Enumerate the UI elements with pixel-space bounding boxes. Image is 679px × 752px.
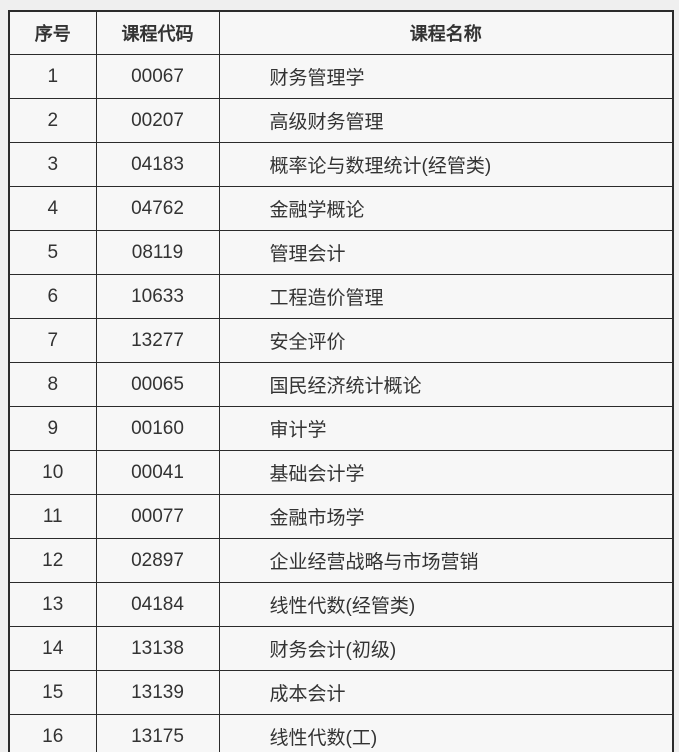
cell-course-code: 00077 <box>95 494 220 539</box>
cell-course-name: 基础会计学 <box>218 450 674 495</box>
cell-course-name: 成本会计 <box>218 670 674 715</box>
table-row: 11 00077 金融市场学 <box>8 494 674 539</box>
table-row: 1 00067 财务管理学 <box>8 54 674 99</box>
table-row: 7 13277 安全评价 <box>8 318 674 363</box>
table-body: 1 00067 财务管理学 2 00207 高级财务管理 3 04183 概率论… <box>8 54 674 752</box>
cell-course-code: 00065 <box>95 362 220 407</box>
cell-serial: 16 <box>8 714 97 752</box>
cell-course-name: 高级财务管理 <box>218 98 674 143</box>
cell-serial: 9 <box>8 406 97 451</box>
cell-course-name: 企业经营战略与市场营销 <box>218 538 674 583</box>
cell-course-code: 00160 <box>95 406 220 451</box>
cell-course-code: 04184 <box>95 582 220 627</box>
table-row: 10 00041 基础会计学 <box>8 450 674 495</box>
table-row: 14 13138 财务会计(初级) <box>8 626 674 671</box>
cell-course-code: 13277 <box>95 318 220 363</box>
column-header-course-name: 课程名称 <box>218 10 674 55</box>
cell-course-name: 财务会计(初级) <box>218 626 674 671</box>
cell-course-code: 08119 <box>95 230 220 275</box>
cell-serial: 10 <box>8 450 97 495</box>
cell-serial: 4 <box>8 186 97 231</box>
table-row: 4 04762 金融学概论 <box>8 186 674 231</box>
cell-course-code: 10633 <box>95 274 220 319</box>
table-row: 5 08119 管理会计 <box>8 230 674 275</box>
cell-serial: 6 <box>8 274 97 319</box>
table-row: 8 00065 国民经济统计概论 <box>8 362 674 407</box>
table-row: 12 02897 企业经营战略与市场营销 <box>8 538 674 583</box>
cell-course-name: 线性代数(经管类) <box>218 582 674 627</box>
cell-course-name: 安全评价 <box>218 318 674 363</box>
cell-serial: 11 <box>8 494 97 539</box>
cell-course-code: 13139 <box>95 670 220 715</box>
table-row: 6 10633 工程造价管理 <box>8 274 674 319</box>
cell-course-name: 线性代数(工) <box>218 714 674 752</box>
cell-course-name: 财务管理学 <box>218 54 674 99</box>
cell-course-code: 04183 <box>95 142 220 187</box>
cell-serial: 12 <box>8 538 97 583</box>
cell-serial: 1 <box>8 54 97 99</box>
table-header: 序号 课程代码 课程名称 <box>8 10 674 55</box>
table-row: 16 13175 线性代数(工) <box>8 714 674 752</box>
cell-course-name: 金融学概论 <box>218 186 674 231</box>
cell-serial: 2 <box>8 98 97 143</box>
cell-course-code: 13175 <box>95 714 220 752</box>
cell-course-code: 00041 <box>95 450 220 495</box>
table-row: 2 00207 高级财务管理 <box>8 98 674 143</box>
column-header-serial: 序号 <box>8 10 97 55</box>
cell-course-name: 概率论与数理统计(经管类) <box>218 142 674 187</box>
cell-course-name: 工程造价管理 <box>218 274 674 319</box>
table-row: 3 04183 概率论与数理统计(经管类) <box>8 142 674 187</box>
cell-serial: 5 <box>8 230 97 275</box>
cell-course-name: 金融市场学 <box>218 494 674 539</box>
cell-course-code: 04762 <box>95 186 220 231</box>
cell-course-code: 02897 <box>95 538 220 583</box>
cell-serial: 8 <box>8 362 97 407</box>
cell-course-code: 13138 <box>95 626 220 671</box>
cell-course-code: 00207 <box>95 98 220 143</box>
table-row: 13 04184 线性代数(经管类) <box>8 582 674 627</box>
cell-course-name: 管理会计 <box>218 230 674 275</box>
cell-serial: 14 <box>8 626 97 671</box>
column-header-course-code: 课程代码 <box>95 10 220 55</box>
cell-course-name: 审计学 <box>218 406 674 451</box>
cell-serial: 13 <box>8 582 97 627</box>
course-table: 序号 课程代码 课程名称 1 00067 财务管理学 2 00207 高级财务管… <box>8 10 674 752</box>
cell-serial: 3 <box>8 142 97 187</box>
header-row: 序号 课程代码 课程名称 <box>8 10 674 55</box>
table-row: 15 13139 成本会计 <box>8 670 674 715</box>
cell-serial: 7 <box>8 318 97 363</box>
table-row: 9 00160 审计学 <box>8 406 674 451</box>
cell-serial: 15 <box>8 670 97 715</box>
cell-course-name: 国民经济统计概论 <box>218 362 674 407</box>
cell-course-code: 00067 <box>95 54 220 99</box>
